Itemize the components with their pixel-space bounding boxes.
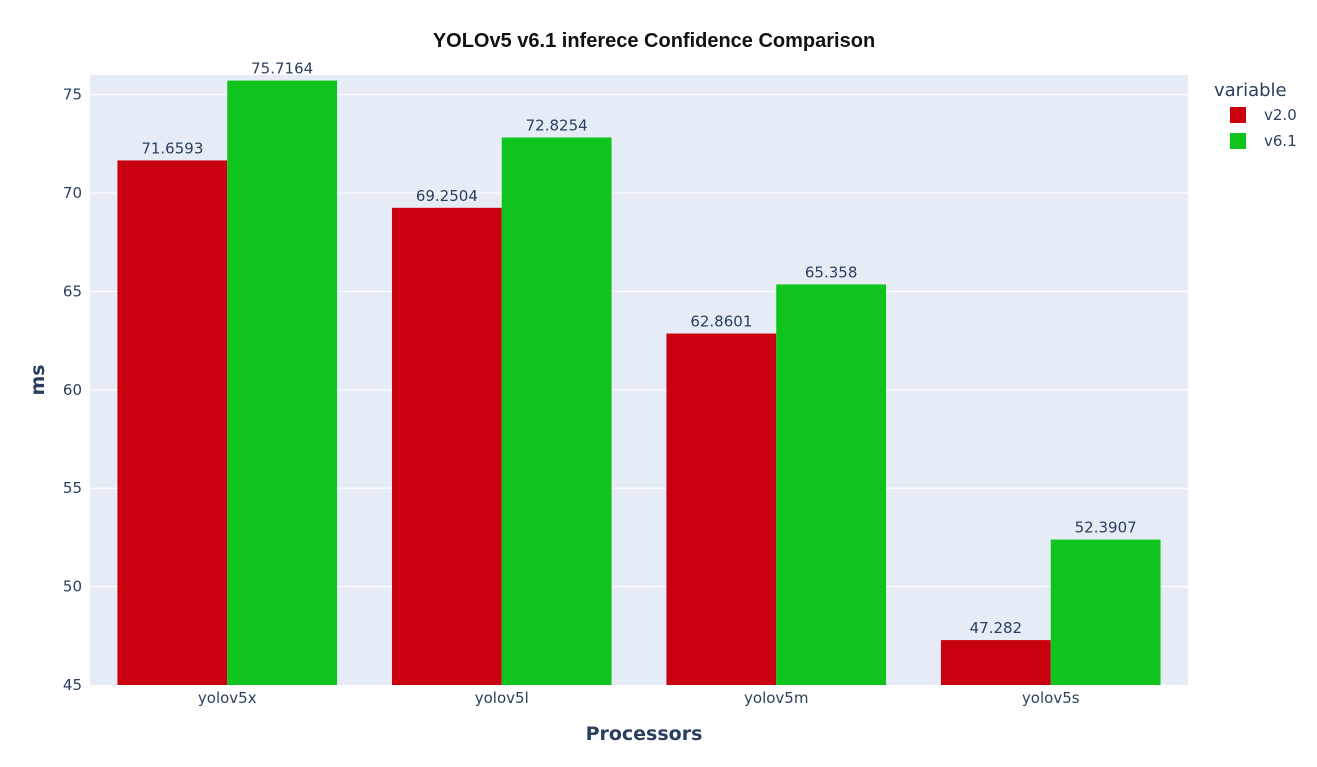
- x-tick-labels: yolov5x yolov5l yolov5m yolov5s: [198, 689, 1080, 707]
- bars: [117, 80, 1161, 686]
- legend-swatch[interactable]: [1230, 133, 1246, 149]
- data-label: 72.8254: [526, 116, 588, 134]
- data-label: 62.8601: [690, 313, 752, 331]
- y-tick-label: 50: [63, 578, 82, 596]
- bar-v6.1-yolov5m[interactable]: [776, 284, 887, 685]
- data-label: 71.6593: [141, 139, 203, 157]
- bar-v6.1-yolov5l[interactable]: [501, 137, 612, 685]
- legend-swatch[interactable]: [1230, 107, 1246, 123]
- bar-v6.1-yolov5x[interactable]: [227, 80, 338, 686]
- legend-label[interactable]: v2.0: [1264, 106, 1297, 124]
- legend-title: variable: [1214, 80, 1287, 101]
- y-tick-label: 55: [63, 479, 82, 497]
- bar-v2.0-yolov5x[interactable]: [117, 160, 228, 686]
- legend[interactable]: variable v2.0 v6.1: [1214, 80, 1297, 150]
- legend-label[interactable]: v6.1: [1264, 132, 1297, 150]
- bar-v2.0-yolov5s[interactable]: [940, 640, 1051, 685]
- bar-v2.0-yolov5m[interactable]: [666, 333, 777, 685]
- data-label: 75.7164: [251, 60, 313, 78]
- y-tick-label: 70: [63, 184, 82, 202]
- chart-title: YOLOv5 v6.1 inferece Confidence Comparis…: [433, 30, 875, 52]
- y-tick-labels: 45 50 55 60 65 70 75: [63, 86, 82, 694]
- y-axis-title: ms: [27, 364, 49, 395]
- bar-v2.0-yolov5l[interactable]: [391, 207, 502, 686]
- x-tick-label: yolov5s: [1022, 689, 1080, 707]
- bar-v6.1-yolov5s[interactable]: [1050, 539, 1161, 685]
- y-tick-label: 65: [63, 282, 82, 300]
- data-label: 52.3907: [1075, 519, 1137, 537]
- y-tick-label: 75: [63, 86, 82, 104]
- x-axis-title: Processors: [586, 723, 703, 745]
- data-label: 65.358: [805, 263, 858, 281]
- x-tick-label: yolov5l: [475, 689, 529, 707]
- data-labels: 71.6593 75.7164 69.2504 72.8254 62.8601 65.35…: [141, 60, 1136, 638]
- y-tick-label: 60: [63, 381, 82, 399]
- data-label: 69.2504: [416, 187, 478, 205]
- y-tick-label: 45: [63, 676, 82, 694]
- x-tick-label: yolov5x: [198, 689, 257, 707]
- x-tick-label: yolov5m: [744, 689, 808, 707]
- data-label: 47.282: [970, 619, 1023, 637]
